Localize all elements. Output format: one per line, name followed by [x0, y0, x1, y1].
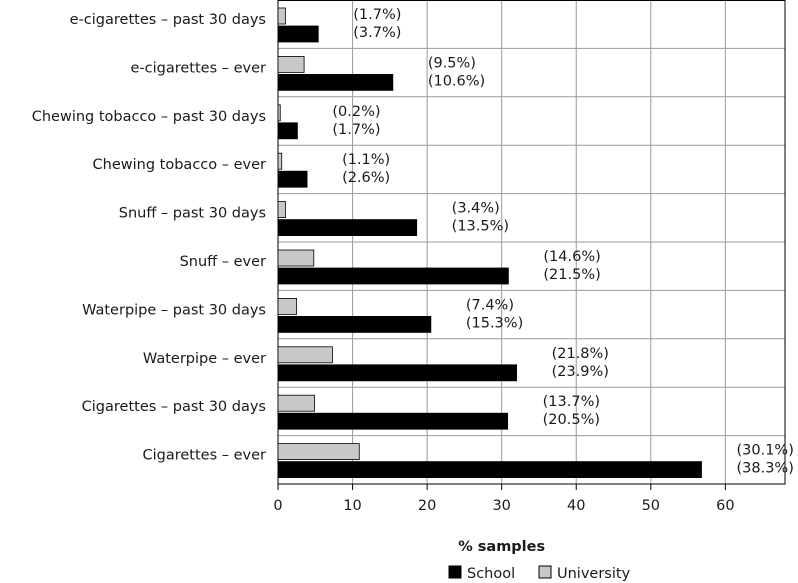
legend-swatch-university [538, 565, 552, 579]
data-label-university: (9.5%) [428, 55, 476, 71]
data-label-university: (14.6%) [543, 249, 600, 265]
category-label: e-cigarettes – ever [130, 60, 266, 76]
category-label: Chewing tobacco – ever [93, 157, 266, 173]
data-label-school: (13.5%) [452, 219, 509, 235]
bar-university [277, 346, 333, 364]
data-label-university: (3.4%) [452, 201, 500, 217]
data-label-university: (21.8%) [552, 346, 609, 362]
bar-school [277, 412, 509, 430]
data-label-school: (2.6%) [342, 170, 390, 186]
data-label-university: (7.4%) [466, 297, 514, 313]
bar-school [277, 122, 298, 140]
bar-school [277, 25, 319, 43]
x-tick-label: 40 [567, 498, 585, 514]
data-labels: (1.7%) (3.7%) (9.5%) (10.6%) (0.2%) (1.7%) (1.… [332, 7, 793, 477]
category-label: Waterpipe – ever [143, 351, 266, 367]
legend-swatch-school [448, 565, 462, 579]
bar-university [277, 443, 360, 461]
bar-university [277, 249, 315, 267]
legend-label-university: University [557, 566, 631, 582]
category-labels: e-cigarettes – past 30 days e-cigarettes … [32, 12, 266, 464]
category-label: Cigarettes – ever [142, 448, 266, 464]
data-label-school: (38.3%) [736, 461, 793, 477]
x-axis-title: % samples [458, 539, 545, 555]
data-label-school: (1.7%) [332, 122, 380, 138]
bar-school [277, 74, 394, 91]
bar-university [277, 297, 298, 315]
data-label-university: (0.2%) [332, 104, 380, 120]
data-label-school: (21.5%) [543, 267, 600, 283]
category-label: e-cigarettes – past 30 days [70, 12, 266, 28]
x-tick-label: 60 [716, 498, 734, 514]
x-tick-labels: 0 10 20 30 40 50 60 [273, 498, 734, 514]
bar-school [277, 364, 517, 382]
data-label-university: (1.1%) [342, 152, 390, 168]
bars-layer [277, 7, 702, 479]
data-label-school: (20.5%) [543, 412, 600, 428]
grid-layer [277, 0, 786, 490]
category-label: Waterpipe – past 30 days [82, 302, 266, 318]
bar-school [277, 461, 702, 479]
x-tick-label: 50 [642, 498, 660, 514]
category-label: Chewing tobacco – past 30 days [32, 109, 266, 125]
bar-school [277, 267, 509, 285]
bar-university [277, 104, 281, 122]
data-label-school: (23.9%) [552, 364, 609, 380]
bar-university [277, 394, 315, 412]
bar-university [277, 152, 283, 170]
data-label-school: (3.7%) [353, 25, 401, 41]
legend: School University [448, 565, 631, 582]
bar-university [277, 201, 286, 219]
category-label: Cigarettes – past 30 days [82, 399, 266, 415]
category-label: Snuff – ever [180, 254, 266, 270]
x-tick-label: 0 [273, 498, 282, 514]
bar-school [277, 170, 308, 188]
data-label-school: (10.6%) [428, 73, 485, 89]
legend-label-school: School [467, 566, 515, 582]
bar-school [277, 315, 432, 333]
data-label-university: (30.1%) [736, 443, 793, 459]
x-tick-label: 30 [492, 498, 510, 514]
plot-frame [277, 0, 786, 485]
bar-school [277, 219, 418, 237]
data-label-university: (13.7%) [543, 394, 600, 410]
data-label-university: (1.7%) [353, 7, 401, 23]
bar-university [277, 7, 286, 25]
bar-university [277, 56, 305, 73]
x-tick-label: 20 [418, 498, 436, 514]
data-label-school: (15.3%) [466, 315, 523, 331]
category-label: Snuff – past 30 days [119, 206, 266, 222]
x-tick-label: 10 [343, 498, 361, 514]
